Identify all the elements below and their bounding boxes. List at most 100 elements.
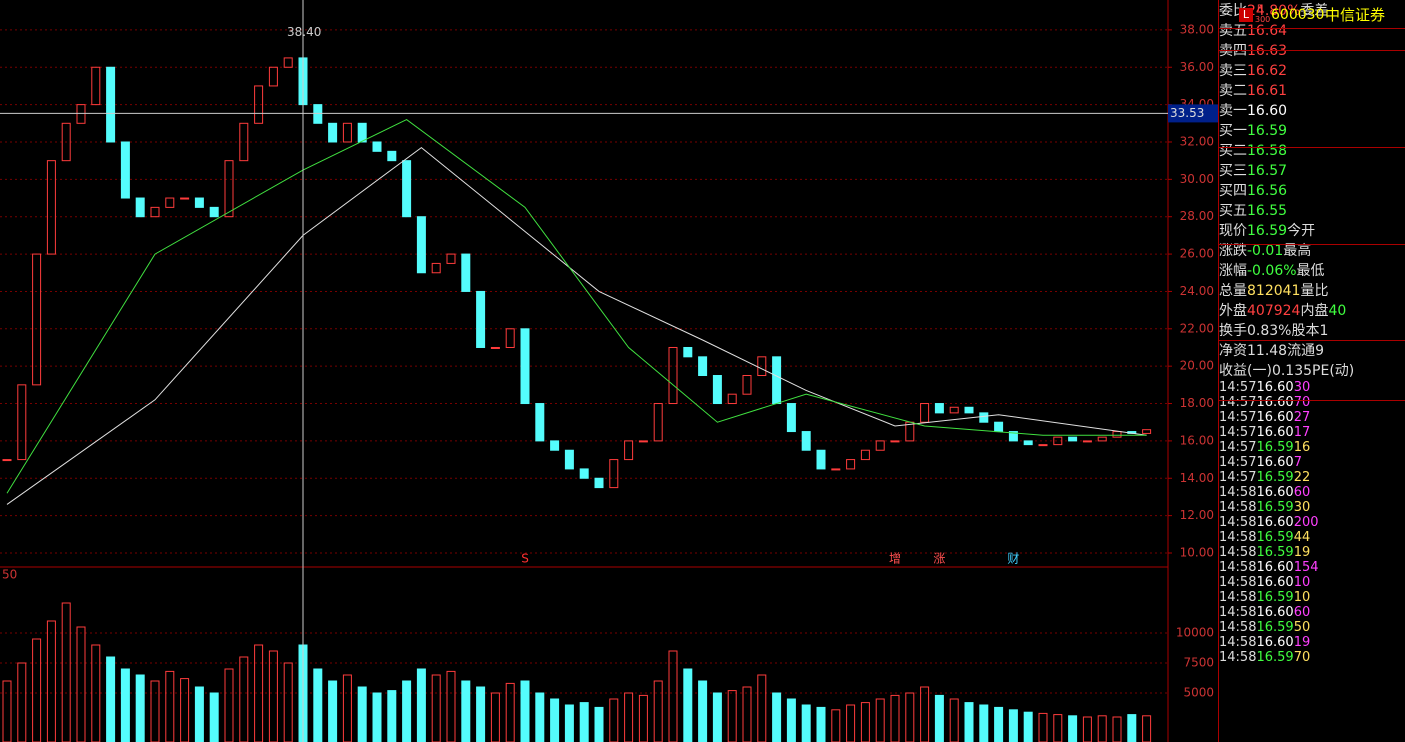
- volume-bar: [135, 674, 145, 742]
- row: 卖二16.61: [1219, 80, 1405, 100]
- code: 600030: [1271, 7, 1325, 23]
- y-tick-label: 5000: [1183, 686, 1214, 700]
- candle: [653, 403, 663, 442]
- row: 卖四16.63: [1219, 40, 1405, 60]
- row: 总量812041量比: [1219, 280, 1405, 300]
- volume-bar: [476, 686, 486, 742]
- volume-bar: [964, 702, 974, 742]
- volume-bar: [1112, 716, 1122, 742]
- volume-bar: [742, 686, 752, 742]
- tick-price: 16.60: [1256, 410, 1294, 425]
- volume-bar: [979, 704, 989, 742]
- row: 涨跌-0.01最高: [1219, 240, 1405, 260]
- label: 涨幅: [1219, 263, 1247, 279]
- label: 卖五: [1219, 23, 1247, 39]
- label: 现价: [1219, 223, 1247, 239]
- volume-bar: [609, 698, 619, 742]
- volume-bar: [564, 704, 574, 742]
- value: 16.61: [1247, 83, 1288, 99]
- y-tick-label: 30.00: [1180, 172, 1214, 186]
- y-tick-label: 10000: [1176, 626, 1214, 640]
- tick-volume: 70: [1293, 650, 1311, 665]
- label: 换手: [1219, 323, 1247, 339]
- value: 407924: [1247, 303, 1301, 319]
- tick-time: 14:57: [1219, 395, 1257, 410]
- candle: [431, 262, 441, 274]
- row: 换手0.83%股本1: [1219, 320, 1405, 340]
- crosshair-label: 33.53: [1170, 106, 1204, 120]
- label: 卖一: [1219, 103, 1247, 119]
- value: 16.58: [1247, 143, 1288, 159]
- tick-volume: 17: [1293, 425, 1311, 440]
- event-marker: 财: [1007, 552, 1019, 566]
- row: 外盘407924内盘40: [1219, 300, 1405, 320]
- tick-time: 14:57: [1219, 455, 1257, 470]
- value: 24.80%: [1247, 3, 1301, 19]
- y-tick-label: 10.00: [1180, 545, 1214, 559]
- separator: [1219, 28, 1405, 29]
- separator: [1219, 147, 1405, 148]
- label: 涨跌: [1219, 243, 1247, 259]
- separator: [1219, 50, 1405, 51]
- candle: [683, 346, 693, 358]
- volume-bar: [831, 709, 841, 742]
- candle: [194, 197, 204, 208]
- tick-price: 16.60: [1256, 485, 1294, 500]
- tick-time: 14:58: [1219, 500, 1257, 515]
- tick-price: 16.60: [1256, 380, 1294, 395]
- tick-volume: 7: [1293, 455, 1302, 470]
- candle: [76, 104, 86, 124]
- volume-bar: [535, 692, 545, 742]
- volume-bar: [357, 686, 367, 742]
- crosshair-label-bg: [1168, 104, 1218, 123]
- volume-bar: [949, 698, 959, 742]
- row: 14:5816.5950: [1219, 620, 1405, 635]
- row: 收益(一)0.135PE(动): [1219, 360, 1405, 380]
- volume-bar: [106, 656, 116, 742]
- label: 总量: [1219, 283, 1247, 299]
- row: 14:5716.5922: [1219, 470, 1405, 485]
- badge: R: [1257, 4, 1264, 14]
- candle: [313, 104, 323, 124]
- row: 买五16.55: [1219, 200, 1405, 220]
- row: 涨幅-0.06%最低: [1219, 260, 1405, 280]
- value: 40: [1328, 303, 1347, 319]
- tick-volume: 27: [1293, 410, 1311, 425]
- tick-volume: 30: [1293, 500, 1311, 515]
- label: 外盘: [1219, 303, 1247, 319]
- volume-bar: [698, 680, 708, 742]
- candle: [106, 66, 116, 143]
- candle: [920, 403, 930, 423]
- label: 卖四: [1219, 43, 1247, 59]
- y-tick-label: 38.00: [1180, 22, 1214, 36]
- row: 14:5816.5910: [1219, 590, 1405, 605]
- candle: [387, 150, 397, 162]
- tick-volume: 16: [1293, 440, 1311, 455]
- volume-bar: [342, 674, 352, 742]
- candle: [949, 406, 959, 414]
- header: L R 300 600030 中信证券: [1219, 4, 1405, 25]
- candle: [328, 122, 338, 143]
- y-tick-label: 14.00: [1180, 471, 1214, 485]
- candle: [372, 141, 382, 152]
- tick-price: 16.60: [1256, 515, 1294, 530]
- y-tick-label: 28.00: [1180, 209, 1214, 223]
- candle: [786, 403, 796, 433]
- candle: [254, 85, 264, 124]
- tick-volume: 30: [1293, 380, 1311, 395]
- row: 14:5716.6070: [1219, 395, 1405, 410]
- volume-bar: [1142, 715, 1152, 742]
- volume-bar: [224, 668, 234, 742]
- tick-price: 16.59: [1256, 590, 1294, 605]
- candle: [712, 375, 722, 405]
- label: 净资: [1219, 343, 1247, 359]
- high-label: 38.40: [287, 25, 321, 39]
- y-tick-label: 7500: [1183, 656, 1214, 670]
- candle: [2, 459, 12, 462]
- value: -0.01: [1247, 243, 1284, 259]
- volume-bar: [402, 680, 412, 742]
- tick-time: 14:58: [1219, 650, 1257, 665]
- value: 16.62: [1247, 63, 1288, 79]
- candle: [772, 356, 782, 405]
